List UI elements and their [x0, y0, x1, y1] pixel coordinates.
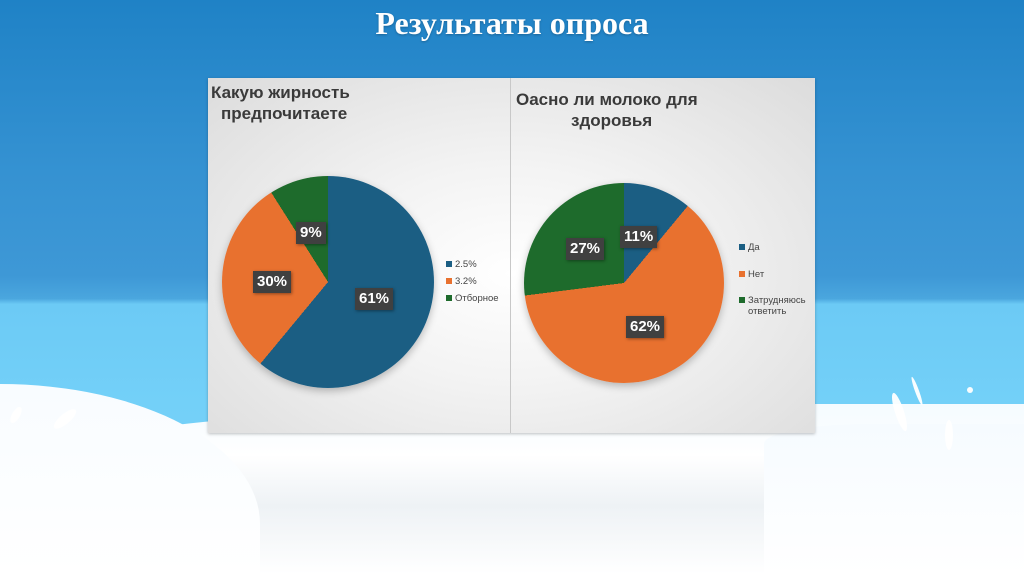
legend-swatch: [446, 278, 452, 284]
data-label-otbornoe: 9%: [296, 222, 326, 244]
milk-drop: [945, 420, 953, 450]
data-label-zatrudnyayus: 27%: [566, 238, 605, 260]
milk-wave-right: [764, 424, 1024, 574]
legend-swatch: [739, 271, 745, 277]
data-label-net: 62%: [626, 316, 665, 338]
legend-swatch: [446, 295, 452, 301]
data-label-3-2: 30%: [253, 271, 292, 293]
legend-swatch: [739, 297, 745, 303]
chart-legend: Да Нет Затрудняюсь ответить: [739, 242, 815, 317]
legend-label: Нет: [748, 269, 765, 280]
data-label-2-5: 61%: [355, 288, 394, 310]
legend-item-net: Нет: [739, 269, 815, 280]
legend-label: Отборное: [455, 293, 499, 304]
slide-title: Результаты опроса: [375, 5, 649, 41]
chart-title: Оасно ли молоко для здоровья: [516, 89, 698, 131]
chart-legend: 2.5% 3.2% Отборное: [446, 259, 499, 304]
legend-label: 3.2%: [455, 276, 477, 287]
legend-item-otbornoe: Отборное: [446, 293, 499, 304]
legend-label: Затрудняюсь ответить: [748, 295, 806, 317]
charts-panel: Какую жирность предпочитаете 61% 30% 9% …: [208, 78, 815, 433]
legend-item-3-2: 3.2%: [446, 276, 499, 287]
chart-title-line: Какую жирность: [211, 83, 350, 102]
chart-title-line: предпочитаете: [221, 104, 348, 123]
legend-item-da: Да: [739, 242, 815, 253]
legend-label: Да: [748, 242, 760, 253]
pie-chart-health: [524, 183, 724, 383]
legend-item-2-5: 2.5%: [446, 259, 499, 270]
chart-title-line: Оасно ли молоко для: [516, 90, 698, 109]
chart-title-line: здоровья: [571, 111, 653, 130]
legend-swatch: [739, 244, 745, 250]
legend-item-zatrudnyayus: Затрудняюсь ответить: [739, 295, 815, 317]
chart-title: Какую жирность предпочитаете: [211, 82, 350, 124]
chart-divider: [510, 78, 511, 433]
milk-drop: [967, 387, 973, 393]
data-label-da: 11%: [620, 226, 658, 248]
legend-label: 2.5%: [455, 259, 477, 270]
legend-swatch: [446, 261, 452, 267]
